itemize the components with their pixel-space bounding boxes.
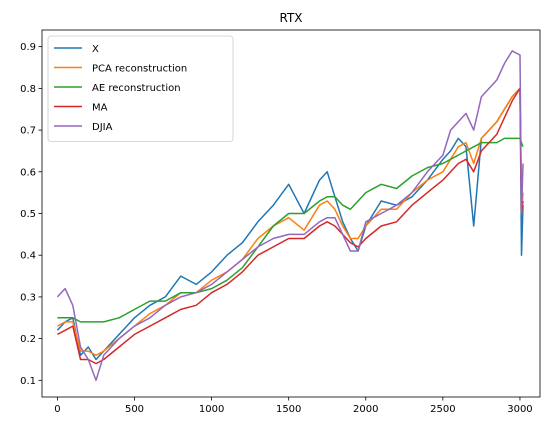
- x-tick-label: 500: [125, 404, 144, 415]
- legend-box: [47, 35, 234, 142]
- y-axis: 0.1 0.2 0.3 0.4 0.5 0.6 0.7 0.8 0.9: [20, 42, 42, 387]
- legend-label: MA: [92, 103, 108, 114]
- legend-label: X: [92, 44, 99, 55]
- series-line-5: [56, 50, 524, 382]
- y-tick-label: 0.4: [20, 251, 36, 262]
- series-line-3: [57, 137, 524, 323]
- x-axis: 0 500 1000 1500 2000 2500 3000: [54, 397, 533, 415]
- series-layer: [56, 50, 524, 382]
- x-tick-label: 3000: [507, 404, 532, 415]
- x-tick-label: 1500: [276, 404, 301, 415]
- x-tick-label: 0: [54, 404, 60, 415]
- y-tick-label: 0.9: [20, 42, 36, 53]
- y-tick-label: 0.6: [20, 167, 36, 178]
- legend-label: PCA reconstruction: [92, 64, 187, 75]
- chart-title: RTX: [279, 11, 302, 25]
- y-tick-label: 0.1: [20, 376, 36, 387]
- x-tick-label: 2000: [353, 404, 378, 415]
- legend-label: DJIA: [92, 122, 113, 133]
- y-tick-label: 0.8: [20, 84, 36, 95]
- x-tick-label: 2500: [430, 404, 455, 415]
- legend: X PCA reconstruction AE reconstruction MA DJ…: [47, 35, 234, 142]
- series-line-4: [57, 87, 524, 365]
- y-tick-label: 0.3: [20, 292, 36, 303]
- y-tick-label: 0.2: [20, 334, 36, 345]
- y-tick-label: 0.7: [20, 126, 36, 137]
- x-tick-label: 1000: [199, 404, 224, 415]
- legend-label: AE reconstruction: [92, 83, 181, 94]
- y-tick-label: 0.5: [20, 209, 36, 220]
